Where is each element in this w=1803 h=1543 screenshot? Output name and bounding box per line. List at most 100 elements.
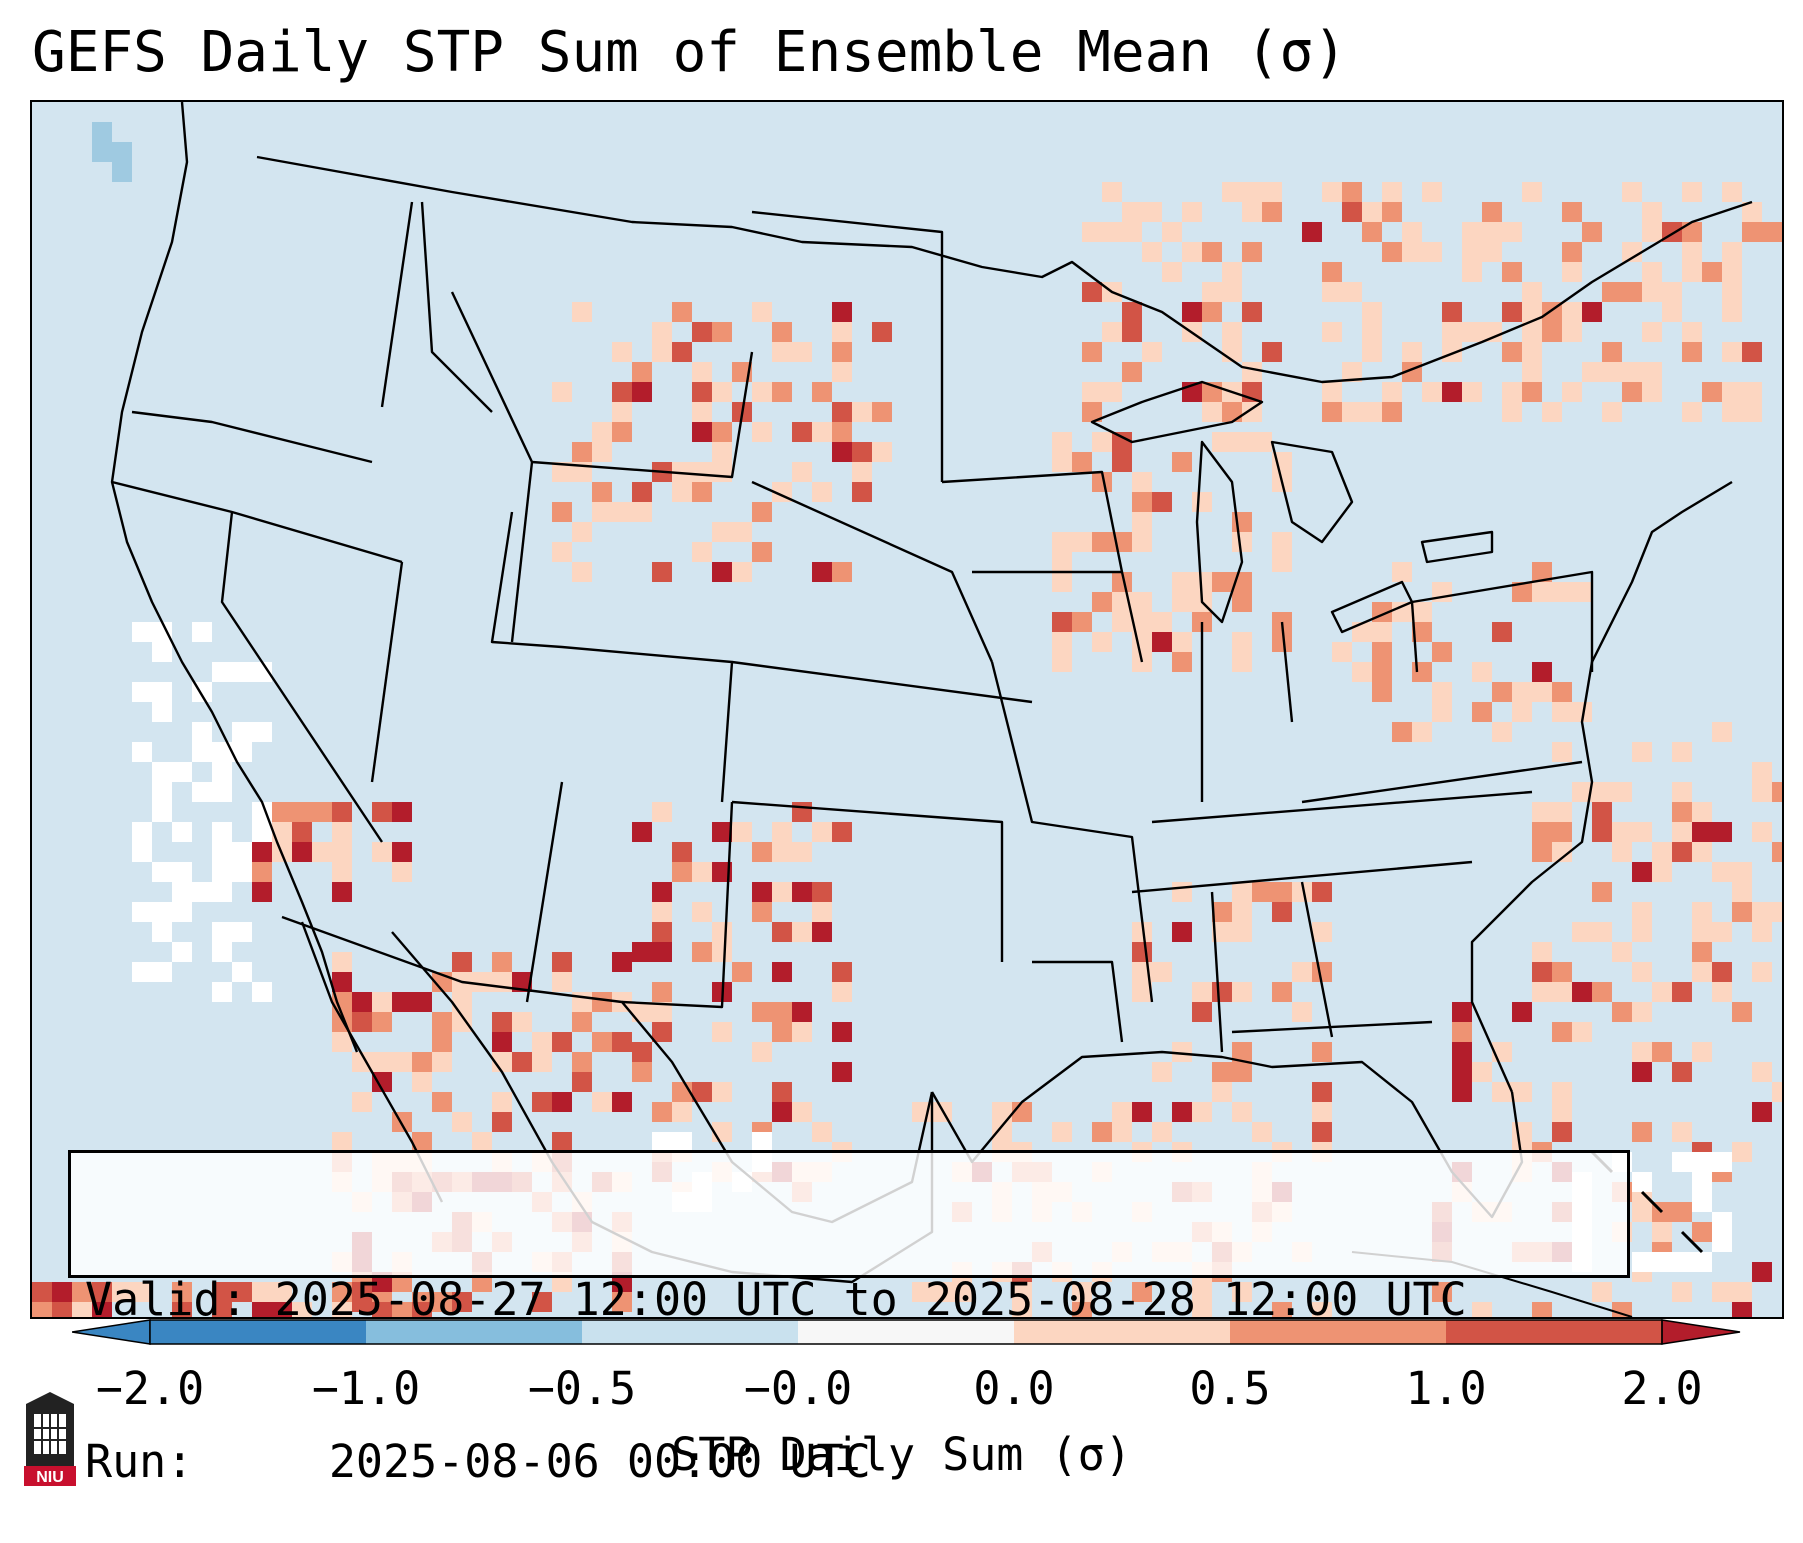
stp-cell <box>1232 532 1252 552</box>
stp-cell <box>332 992 352 1012</box>
stp-cell <box>832 302 852 322</box>
stp-cell <box>1642 222 1662 242</box>
stp-cell <box>1552 1102 1572 1122</box>
stp-cell <box>1642 322 1662 342</box>
stp-cell <box>1272 632 1292 652</box>
stp-cell <box>1672 982 1692 1002</box>
stp-cell <box>1752 1062 1772 1082</box>
stp-cell <box>1552 962 1572 982</box>
stp-cell <box>452 1292 472 1312</box>
stp-cell <box>1152 612 1172 632</box>
stp-cell <box>1602 402 1622 422</box>
stp-cell <box>1552 842 1572 862</box>
stp-cell <box>552 502 572 522</box>
stp-cell <box>1202 242 1222 262</box>
stp-cell <box>1592 1282 1612 1302</box>
stp-cell <box>92 1302 112 1317</box>
stp-cell-neutral <box>252 982 272 1002</box>
stp-cell <box>1362 202 1382 222</box>
stp-cell <box>1732 1002 1752 1022</box>
stp-cell <box>1192 1282 1212 1302</box>
stp-cell-neutral <box>232 962 252 982</box>
stp-cell <box>372 1052 392 1072</box>
stp-cell <box>432 1092 452 1112</box>
stp-cell-neutral <box>212 762 232 782</box>
colorbar-tick-7: 2.0 <box>1621 1362 1703 1415</box>
stp-cell <box>1722 342 1742 362</box>
stp-cell <box>1652 1222 1672 1242</box>
stp-cell <box>1712 922 1732 942</box>
stp-cell <box>292 1302 312 1317</box>
co-ks <box>731 660 1033 704</box>
stp-cell <box>1462 222 1482 242</box>
stp-cell <box>1122 302 1142 322</box>
stp-cell <box>292 842 312 862</box>
stp-cell <box>1432 702 1452 722</box>
stp-cell <box>672 842 692 862</box>
stp-cell <box>532 1092 552 1112</box>
stp-cell <box>1632 822 1652 842</box>
stp-cell <box>1672 742 1692 762</box>
stp-cell <box>772 342 792 362</box>
stp-cell <box>1732 1142 1752 1162</box>
stp-cell <box>1382 382 1402 402</box>
stp-cell <box>1152 632 1172 652</box>
ia-il <box>972 570 1144 663</box>
stp-cell <box>552 1092 572 1112</box>
stp-cell <box>1462 242 1482 262</box>
stp-cell <box>372 1302 392 1317</box>
wa-or <box>131 410 373 464</box>
stp-cell <box>1132 492 1152 512</box>
stp-cell <box>1562 202 1582 222</box>
stp-cell <box>532 1052 552 1072</box>
stp-cell <box>252 862 272 882</box>
stp-cell <box>812 422 832 442</box>
stp-cell-neutral <box>232 722 252 742</box>
stp-cell <box>112 1282 132 1302</box>
stp-cell <box>592 992 612 1012</box>
stp-cell <box>1532 942 1552 962</box>
stp-cell <box>1472 1062 1492 1082</box>
east-coast <box>1470 480 1733 1093</box>
stp-cell <box>1732 882 1752 902</box>
stp-cell <box>1522 342 1542 362</box>
stp-cell <box>332 1132 352 1152</box>
stp-cell <box>812 822 832 842</box>
stp-cell-neutral <box>752 1132 772 1152</box>
stp-cell <box>752 422 772 442</box>
stp-cell <box>1232 432 1252 452</box>
stp-cell <box>812 902 832 922</box>
stp-cell <box>1442 342 1462 362</box>
stp-cell-neutral <box>152 642 172 662</box>
stp-cell <box>1532 802 1552 822</box>
stp-cell <box>652 922 672 942</box>
stp-cell <box>712 422 732 442</box>
stp-cell <box>1232 592 1252 612</box>
stp-cell <box>272 1282 292 1302</box>
stp-cell <box>812 562 832 582</box>
stp-cell <box>1052 452 1072 472</box>
stp-cell <box>452 1112 472 1132</box>
stp-cell <box>1132 1282 1152 1302</box>
stp-cell <box>852 442 872 462</box>
stp-cell <box>1532 682 1552 702</box>
stp-cell <box>632 482 652 502</box>
stp-cell <box>1642 282 1662 302</box>
stp-cell <box>1112 572 1132 592</box>
stp-cell <box>692 482 712 502</box>
stp-cell <box>1612 842 1632 862</box>
wa-id <box>380 201 414 408</box>
stp-cell-neutral <box>152 682 172 702</box>
stp-cell <box>772 922 792 942</box>
stp-cell-neutral <box>1632 1252 1652 1272</box>
stp-cell <box>1692 842 1712 862</box>
stp-cell <box>832 342 852 362</box>
stp-cell <box>472 972 492 992</box>
stp-cell <box>372 1012 392 1032</box>
stp-cell <box>1132 942 1152 962</box>
stp-cell <box>332 1032 352 1052</box>
stp-cell <box>1752 902 1772 922</box>
stp-cell <box>372 842 392 862</box>
stp-cell <box>1052 532 1072 552</box>
stp-cell <box>772 1082 792 1102</box>
